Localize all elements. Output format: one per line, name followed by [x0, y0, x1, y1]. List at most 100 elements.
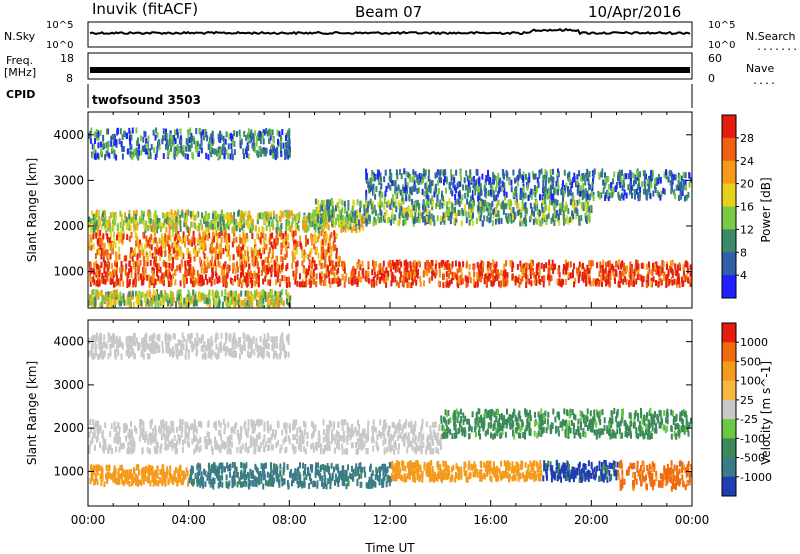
data-cell: [680, 175, 683, 182]
data-cell: [612, 269, 615, 276]
data-cell: [678, 174, 681, 181]
data-cell: [338, 255, 341, 262]
data-cell: [288, 212, 291, 219]
data-cell: [562, 210, 565, 217]
data-cell: [372, 183, 375, 190]
freq-series-band: [90, 67, 690, 73]
data-cell: [438, 203, 441, 210]
data-cell: [266, 211, 269, 218]
data-cell: [146, 254, 149, 261]
data-cell: [336, 214, 339, 221]
data-cell: [419, 281, 422, 287]
data-cell: [683, 274, 686, 281]
data-cell: [153, 257, 156, 263]
data-cell: [443, 179, 445, 186]
data-cell: [113, 238, 116, 245]
data-cell: [412, 268, 414, 275]
data-cell: [156, 227, 159, 234]
data-cell: [203, 253, 206, 260]
data-cell: [94, 223, 97, 230]
data-cell: [165, 266, 167, 273]
data-cell: [106, 270, 109, 277]
data-cell: [184, 153, 187, 160]
data-cell: [415, 271, 417, 278]
data-cell: [480, 203, 483, 210]
data-cell: [592, 195, 595, 201]
data-cell: [207, 154, 210, 161]
data-cell: [95, 132, 98, 139]
data-cell: [171, 476, 174, 483]
data-cell: [470, 207, 473, 213]
data-cell: [385, 209, 388, 216]
data-cell: [337, 267, 340, 274]
data-cell: [122, 293, 125, 300]
data-cell: [540, 168, 543, 175]
data-cell: [654, 187, 657, 193]
data-cell: [179, 289, 182, 296]
data-cell: [554, 187, 557, 194]
data-cell: [431, 204, 434, 211]
data-cell: [202, 129, 205, 136]
data-cell: [387, 217, 390, 224]
data-cell: [649, 174, 652, 180]
colorbar-segment: [722, 115, 736, 139]
data-cell: [275, 261, 278, 268]
data-cell: [531, 269, 534, 276]
data-cell: [502, 270, 505, 277]
data-cell: [225, 233, 228, 240]
data-cell: [143, 211, 145, 217]
data-cell: [285, 246, 288, 252]
data-cell: [608, 260, 611, 267]
data-cell: [525, 282, 528, 289]
data-cell: [127, 271, 130, 278]
data-cell: [234, 268, 237, 275]
data-cell: [600, 267, 603, 274]
data-cell: [538, 269, 541, 276]
data-cell: [530, 213, 533, 220]
data-cell: [365, 173, 368, 180]
data-cell: [402, 198, 405, 205]
data-cell: [632, 277, 635, 284]
freq-label: Freq.: [6, 54, 33, 67]
data-cell: [548, 190, 550, 197]
data-cell: [296, 241, 299, 248]
data-cell: [252, 249, 255, 256]
data-cell: [453, 177, 456, 184]
data-cell: [285, 149, 288, 156]
data-cell: [249, 270, 252, 277]
data-cell: [424, 264, 427, 271]
data-cell: [613, 171, 616, 178]
data-cell: [328, 205, 331, 212]
data-cell: [410, 208, 412, 215]
data-cell: [194, 276, 197, 283]
data-cell: [232, 290, 235, 297]
data-cell: [241, 264, 244, 271]
data-cell: [106, 295, 108, 302]
data-cell: [102, 278, 105, 285]
data-cell: [528, 176, 531, 183]
data-cell: [169, 297, 172, 304]
data-cell: [174, 138, 177, 145]
data-cell: [324, 232, 327, 239]
data-cell: [247, 132, 250, 139]
data-cell: [390, 219, 392, 226]
data-cell: [97, 142, 100, 149]
data-cell: [375, 279, 378, 286]
data-cell: [234, 275, 236, 282]
data-cell: [369, 215, 371, 222]
data-cell: [168, 262, 171, 269]
data-cell: [268, 128, 271, 135]
data-cell: [646, 178, 649, 185]
data-cell: [297, 214, 299, 221]
data-cell: [310, 235, 313, 242]
data-cell: [551, 176, 554, 183]
data-cell: [220, 134, 223, 141]
data-cell: [392, 276, 395, 283]
data-cell: [501, 169, 504, 175]
data-cell: [264, 147, 267, 154]
data-cell: [95, 220, 98, 227]
data-cell: [138, 143, 141, 150]
data-cell: [155, 248, 158, 255]
data-cell: [134, 216, 137, 223]
data-cell: [368, 187, 371, 194]
